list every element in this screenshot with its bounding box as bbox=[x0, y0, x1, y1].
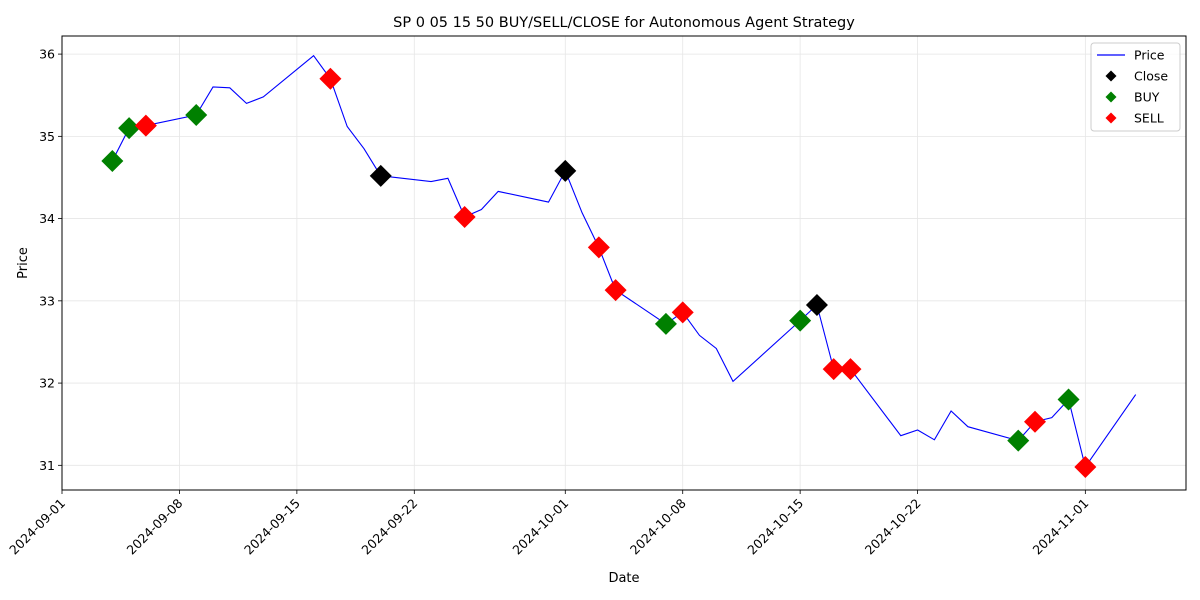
x-tick-label: 2024-09-08 bbox=[124, 495, 186, 557]
sell-marker bbox=[1074, 455, 1097, 478]
sell-marker bbox=[453, 205, 476, 228]
price-line bbox=[111, 54, 1137, 469]
chart-title: SP 0 05 15 50 BUY/SELL/CLOSE for Autonom… bbox=[393, 15, 855, 31]
buy-marker bbox=[1007, 429, 1030, 452]
legend-box bbox=[1090, 42, 1181, 132]
buy-marker bbox=[118, 117, 141, 140]
y-tick-label: 34 bbox=[39, 211, 55, 226]
sell-marker bbox=[604, 279, 627, 302]
sell-marker bbox=[1024, 410, 1047, 433]
legend: Price Close BUY SELL bbox=[1090, 42, 1181, 132]
grid bbox=[61, 36, 1186, 490]
series bbox=[101, 54, 1137, 478]
plot-area bbox=[61, 35, 1187, 491]
y-tick-label: 36 bbox=[39, 47, 55, 62]
sell-marker bbox=[839, 358, 862, 381]
legend-label: Price bbox=[1134, 48, 1165, 63]
y-tick-label: 32 bbox=[39, 376, 55, 391]
buy-marker bbox=[654, 312, 677, 335]
x-tick-label: 2024-09-22 bbox=[358, 496, 420, 558]
legend-label: Close bbox=[1134, 69, 1168, 84]
x-tick-label: 2024-10-15 bbox=[744, 496, 806, 558]
x-tick-label: 2024-09-15 bbox=[241, 496, 303, 558]
buy-marker bbox=[1057, 388, 1080, 411]
close-marker bbox=[369, 164, 392, 187]
buy-marker bbox=[101, 150, 124, 173]
legend-marker-swatch bbox=[1105, 91, 1117, 103]
x-axis-label: Date bbox=[608, 571, 639, 586]
y-tick-label: 35 bbox=[39, 129, 55, 144]
y-axis-label: Price bbox=[16, 247, 31, 279]
legend-label: BUY bbox=[1134, 90, 1160, 105]
x-tick-label: 2024-10-08 bbox=[627, 495, 689, 557]
sell-marker bbox=[822, 358, 845, 381]
x-tick-label: 2024-10-01 bbox=[509, 496, 571, 558]
close-marker bbox=[805, 293, 828, 316]
legend-marker-swatch bbox=[1105, 70, 1117, 82]
x-tick-label: 2024-09-01 bbox=[6, 496, 68, 558]
legend-marker-swatch bbox=[1105, 112, 1117, 124]
x-axis: 2024-09-01 2024-09-08 2024-09-15 2024-09-22… bbox=[6, 490, 1091, 557]
x-tick-label: 2024-11-01 bbox=[1029, 496, 1091, 558]
y-axis: 31 32 33 34 35 36 bbox=[39, 47, 62, 473]
sell-marker bbox=[587, 236, 610, 259]
close-marker bbox=[554, 159, 577, 182]
buy-marker bbox=[185, 103, 208, 126]
sell-marker bbox=[134, 114, 157, 137]
sell-marker bbox=[671, 301, 694, 324]
y-tick-label: 33 bbox=[39, 293, 55, 308]
y-tick-label: 31 bbox=[39, 458, 55, 473]
x-tick-label: 2024-10-22 bbox=[862, 496, 924, 558]
legend-label: SELL bbox=[1134, 111, 1164, 126]
sell-marker bbox=[319, 67, 342, 90]
buy-marker bbox=[789, 309, 812, 332]
